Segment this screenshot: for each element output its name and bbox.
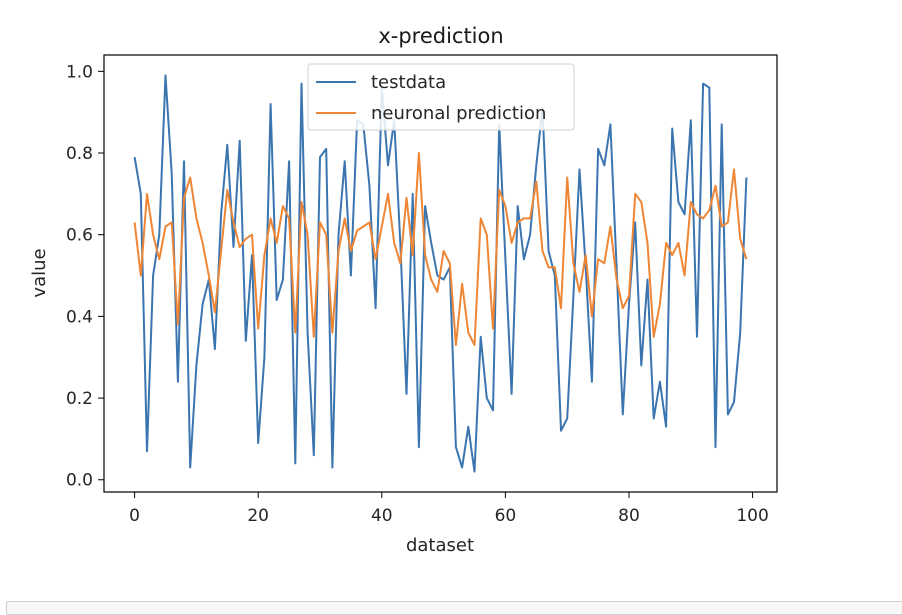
legend-label-neuronal-prediction: neuronal prediction xyxy=(371,103,546,124)
legend-label-testdata: testdata xyxy=(371,72,446,93)
y-tick-label: 0.6 xyxy=(66,226,93,246)
x-tick-label: 60 xyxy=(495,506,517,526)
y-tick-label: 0.4 xyxy=(66,307,93,327)
legend-box xyxy=(307,63,575,131)
series-line-neuronal-prediction xyxy=(133,152,748,346)
legend: testdata neuronal prediction xyxy=(307,63,575,131)
x-tick-label: 100 xyxy=(736,506,768,526)
y-axis-label: value xyxy=(29,248,50,297)
x-tick-label: 40 xyxy=(371,506,393,526)
x-tick-label: 0 xyxy=(129,506,140,526)
x-tick-label: 80 xyxy=(618,506,640,526)
x-tick-label: 20 xyxy=(247,506,269,526)
y-tick-label: 1.0 xyxy=(66,62,93,82)
axes-layer: 0 20 40 60 80 100 0.0 0.2 0.4 0.6 0.8 1.0 xyxy=(66,62,769,526)
y-tick-label: 0.0 xyxy=(66,471,93,491)
y-tick-label: 0.2 xyxy=(66,389,93,409)
y-tick-label: 0.8 xyxy=(66,144,93,164)
x-axis-label: dataset xyxy=(406,535,474,556)
chart-title: x-prediction xyxy=(378,24,503,48)
series-layer xyxy=(133,74,748,473)
next-cell-input[interactable] xyxy=(6,601,902,615)
